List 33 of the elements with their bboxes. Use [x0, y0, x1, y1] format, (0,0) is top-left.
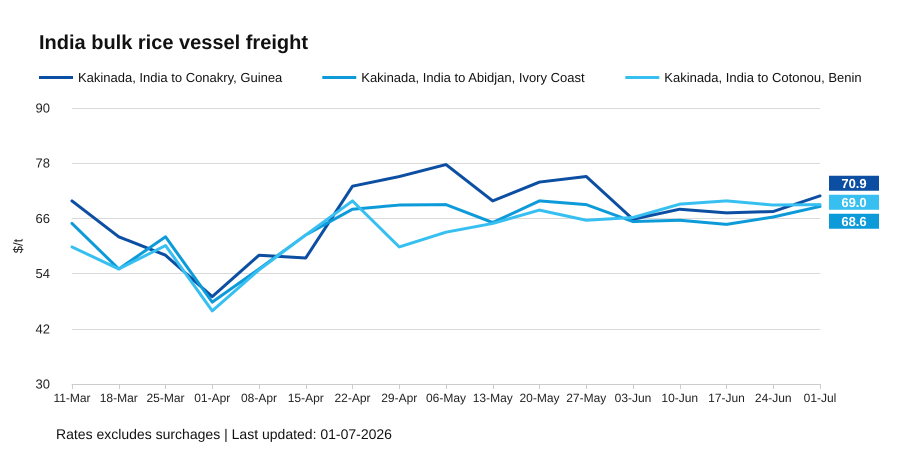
x-tick-label: 20-May	[519, 391, 560, 405]
legend-label: Kakinada, India to Conakry, Guinea	[78, 70, 284, 85]
x-tick-label: 17-Jun	[708, 391, 745, 405]
x-tick-label: 22-Apr	[334, 391, 371, 405]
x-tick-label: 18-Mar	[100, 391, 138, 405]
x-tick-label: 25-Mar	[146, 391, 185, 405]
chart-title: India bulk rice vessel freight	[39, 32, 308, 54]
legend-label: Kakinada, India to Cotonou, Benin	[664, 70, 862, 85]
x-tick-label: 24-Jun	[754, 391, 792, 405]
x-tick-label: 03-Jun	[614, 391, 652, 405]
x-tick-label: 10-Jun	[661, 391, 698, 405]
line-series	[70, 163, 822, 298]
data-label: 69.0	[841, 194, 867, 210]
legend-label: Kakinada, India to Abidjan, Ivory Coast	[361, 70, 585, 85]
x-tick-label: 08-Apr	[240, 391, 278, 405]
x-tick-label: 13-May	[472, 391, 513, 405]
y-tick-label: 30	[36, 376, 50, 392]
y-tick-label: 54	[36, 266, 50, 282]
x-tick-label: 29-Apr	[381, 391, 418, 405]
y-tick-label: 78	[36, 156, 50, 171]
x-tick-label: 15-Apr	[288, 391, 324, 405]
text: Rates excludes surchages | Last updated: 01-07-2026	[56, 426, 392, 442]
data-label: 68.6	[841, 214, 867, 229]
y-axis-title: $/t	[10, 238, 26, 254]
y-tick-label: 66	[36, 210, 50, 226]
y-tick-label: 42	[36, 321, 50, 336]
x-tick-label: 01-Apr	[194, 391, 230, 405]
x-tick-label: 27-May	[566, 391, 606, 405]
y-tick-label: 90	[36, 100, 50, 116]
x-tick-label: 06-May	[426, 391, 466, 405]
data-label: 70.9	[841, 176, 867, 191]
x-tick-label: 01-Jul	[804, 391, 836, 405]
x-tick-label: 11-Mar	[53, 391, 91, 405]
